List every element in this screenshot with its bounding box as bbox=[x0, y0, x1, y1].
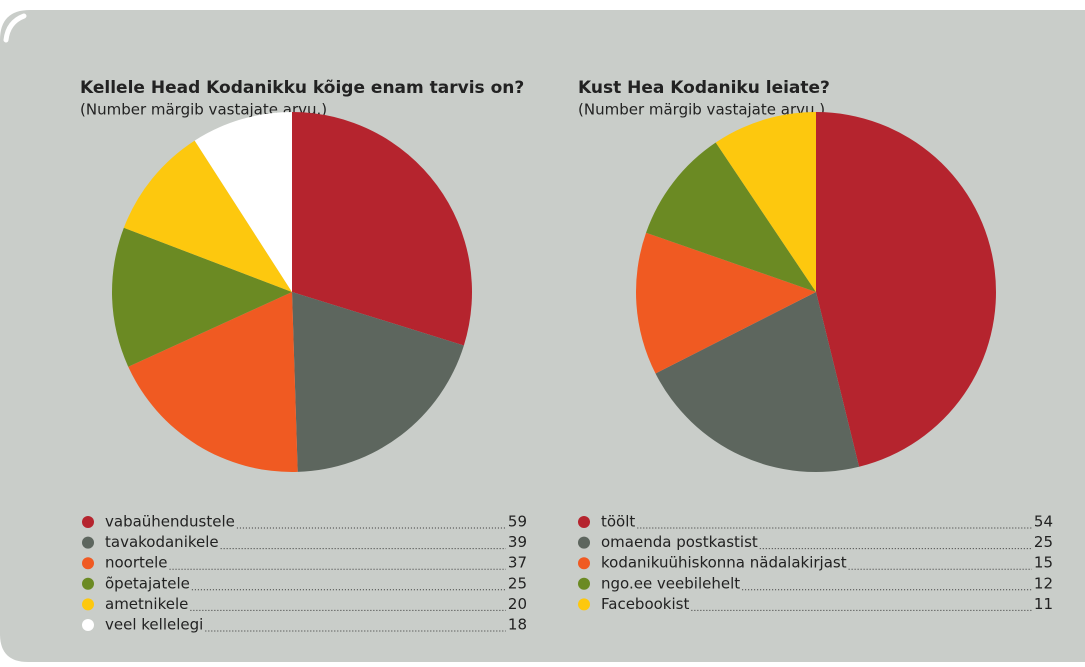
pie-slice bbox=[111, 227, 292, 367]
pie-slice bbox=[194, 112, 292, 292]
legend-label: noortele bbox=[105, 554, 168, 572]
legend-dot bbox=[82, 536, 94, 549]
corner-mark bbox=[3, 13, 27, 43]
legend-label: ametnikele bbox=[105, 595, 188, 613]
legend-dot bbox=[82, 557, 94, 570]
legend-label: vabaühendustele bbox=[105, 513, 235, 531]
chart-title: Kellele Head Kodanikku kõige enam tarvis… bbox=[80, 78, 524, 98]
legend-value: 20 bbox=[508, 595, 527, 613]
legend-dot bbox=[578, 516, 590, 528]
legend-dot bbox=[82, 598, 94, 611]
pie-slice bbox=[646, 142, 816, 292]
legend-value: 15 bbox=[1034, 554, 1053, 572]
chart-title: Kust Hea Kodaniku leiate? bbox=[578, 78, 830, 98]
legend-label: omaenda postkastist bbox=[601, 533, 758, 551]
pie-slice bbox=[636, 232, 816, 374]
pie-slice bbox=[128, 292, 298, 472]
legend-label: töölt bbox=[601, 513, 635, 531]
legend-dot bbox=[578, 557, 590, 570]
legend-label: ngo.ee veebilehelt bbox=[601, 574, 740, 592]
legend-label: Facebookist bbox=[601, 595, 689, 613]
legend-value: 54 bbox=[1034, 513, 1053, 531]
pie-slice bbox=[292, 292, 464, 472]
legend-value: 59 bbox=[508, 513, 527, 531]
legend-value: 18 bbox=[508, 616, 527, 634]
legend-value: 25 bbox=[508, 574, 527, 592]
pie-slice bbox=[292, 112, 472, 346]
pie-slice bbox=[123, 140, 292, 292]
pie-slice bbox=[655, 292, 860, 472]
legend-label: õpetajatele bbox=[105, 574, 190, 592]
legend-label: veel kellelegi bbox=[105, 616, 203, 634]
legend-dot bbox=[578, 577, 590, 590]
legend-value: 25 bbox=[1034, 533, 1053, 551]
legend-dot bbox=[82, 619, 94, 631]
legend-dot bbox=[578, 598, 590, 611]
legend-value: 11 bbox=[1034, 595, 1053, 613]
legend-dot bbox=[578, 536, 590, 549]
legend-dot bbox=[82, 577, 94, 590]
legend-label: tavakodanikele bbox=[105, 533, 219, 551]
legend-value: 12 bbox=[1034, 574, 1053, 592]
pie-slice bbox=[715, 112, 816, 292]
legend-value: 37 bbox=[508, 554, 527, 572]
chart-subtitle: (Number märgib vastajate arvu.) bbox=[578, 101, 825, 119]
legend-value: 39 bbox=[508, 533, 527, 551]
legend-label: kodanikuühiskonna nädalakirjast bbox=[601, 554, 847, 572]
legend-dot bbox=[82, 516, 94, 528]
pie-slice bbox=[816, 112, 997, 467]
